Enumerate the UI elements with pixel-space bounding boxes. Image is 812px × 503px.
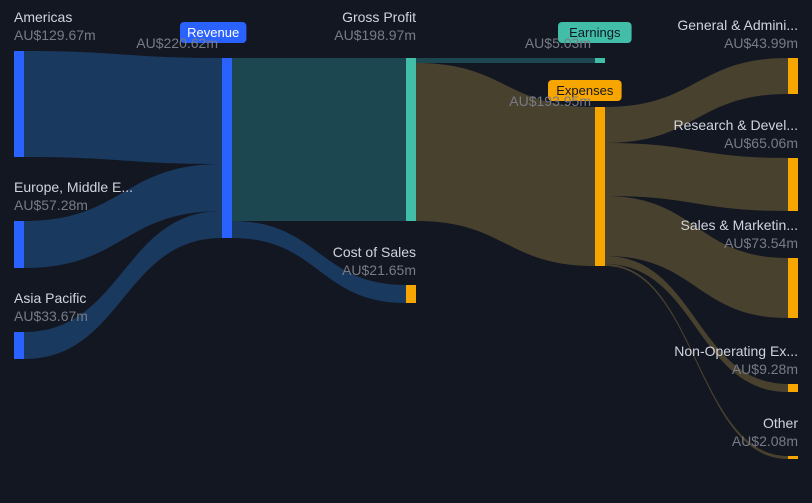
node-americas[interactable] bbox=[14, 51, 24, 157]
label-apac: Asia Pacific bbox=[14, 290, 86, 306]
value-ga: AU$43.99m bbox=[724, 35, 798, 51]
node-rd[interactable] bbox=[788, 158, 798, 211]
node-gross[interactable] bbox=[406, 58, 416, 221]
value-emea: AU$57.28m bbox=[14, 197, 88, 213]
value-cos: AU$21.65m bbox=[342, 262, 416, 278]
node-apac[interactable] bbox=[14, 332, 24, 359]
node-ga[interactable] bbox=[788, 58, 798, 94]
node-sm[interactable] bbox=[788, 258, 798, 318]
node-other[interactable] bbox=[788, 456, 798, 459]
value-earnings: AU$5.03m bbox=[525, 35, 591, 51]
value-gross: AU$198.97m bbox=[334, 27, 416, 43]
value-nop: AU$9.28m bbox=[732, 361, 798, 377]
label-rd: Research & Devel... bbox=[674, 117, 799, 133]
value-other: AU$2.08m bbox=[732, 433, 798, 449]
node-expenses[interactable] bbox=[595, 107, 605, 266]
node-revenue[interactable] bbox=[222, 58, 232, 238]
value-rd: AU$65.06m bbox=[724, 135, 798, 151]
label-other: Other bbox=[763, 415, 798, 431]
label-gross: Gross Profit bbox=[342, 9, 416, 25]
node-earnings[interactable] bbox=[595, 58, 605, 63]
link-americas-revenue bbox=[24, 51, 222, 164]
link-gross-earnings bbox=[416, 58, 595, 63]
value-apac: AU$33.67m bbox=[14, 308, 88, 324]
sankey-chart: Americas AU$129.67m Europe, Middle E... AU$… bbox=[0, 0, 812, 503]
label-emea: Europe, Middle E... bbox=[14, 179, 133, 195]
node-emea[interactable] bbox=[14, 221, 24, 268]
node-cos[interactable] bbox=[406, 285, 416, 303]
value-sm: AU$73.54m bbox=[724, 235, 798, 251]
label-ga: General & Admini... bbox=[677, 17, 798, 33]
node-nop[interactable] bbox=[788, 384, 798, 392]
link-expenses-sm bbox=[605, 196, 788, 318]
value-expenses: AU$193.95m bbox=[509, 93, 591, 109]
label-nop: Non-Operating Ex... bbox=[674, 343, 798, 359]
value-revenue: AU$220.62m bbox=[136, 35, 218, 51]
value-americas: AU$129.67m bbox=[14, 27, 96, 43]
label-sm: Sales & Marketin... bbox=[681, 217, 799, 233]
label-cos: Cost of Sales bbox=[333, 244, 416, 260]
label-americas: Americas bbox=[14, 9, 72, 25]
link-revenue-gross bbox=[232, 58, 406, 221]
